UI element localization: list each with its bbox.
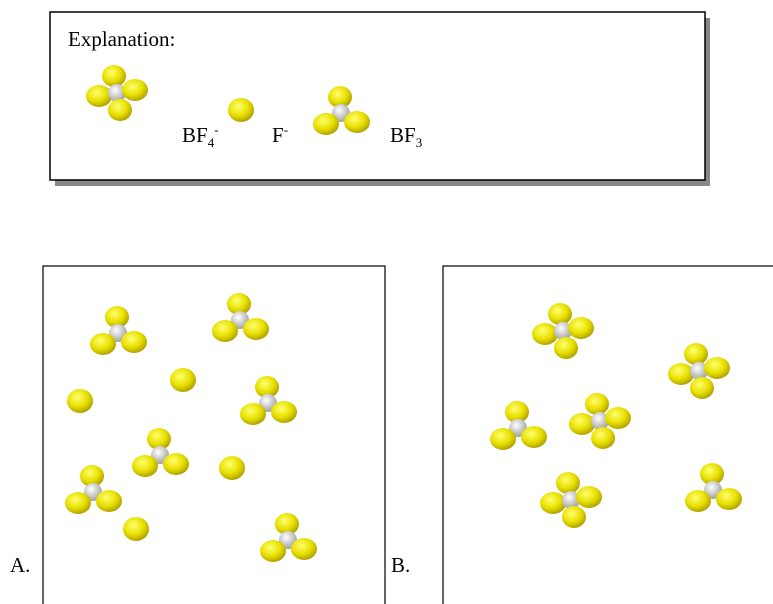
legend-label: BF4- (182, 122, 219, 150)
label-base: BF (182, 123, 208, 147)
label-sup: - (214, 122, 218, 137)
f-ion (123, 517, 149, 541)
panel-label: B. (391, 553, 410, 577)
f-ion (170, 368, 196, 392)
panel-label: A. (10, 553, 30, 577)
label-sup: - (284, 122, 288, 137)
label-base: F (272, 123, 284, 147)
label-sub: 3 (416, 135, 423, 150)
panel-a-box (42, 265, 386, 604)
label-base: BF (390, 123, 416, 147)
f-ion (67, 389, 93, 413)
legend-label: BF3 (390, 123, 422, 150)
label-sub: 4 (208, 135, 215, 150)
f-icon (228, 98, 254, 122)
legend-title: Explanation: (68, 27, 175, 51)
legend-box (49, 11, 706, 181)
legend-label: F- (272, 122, 288, 147)
f-ion (219, 456, 245, 480)
